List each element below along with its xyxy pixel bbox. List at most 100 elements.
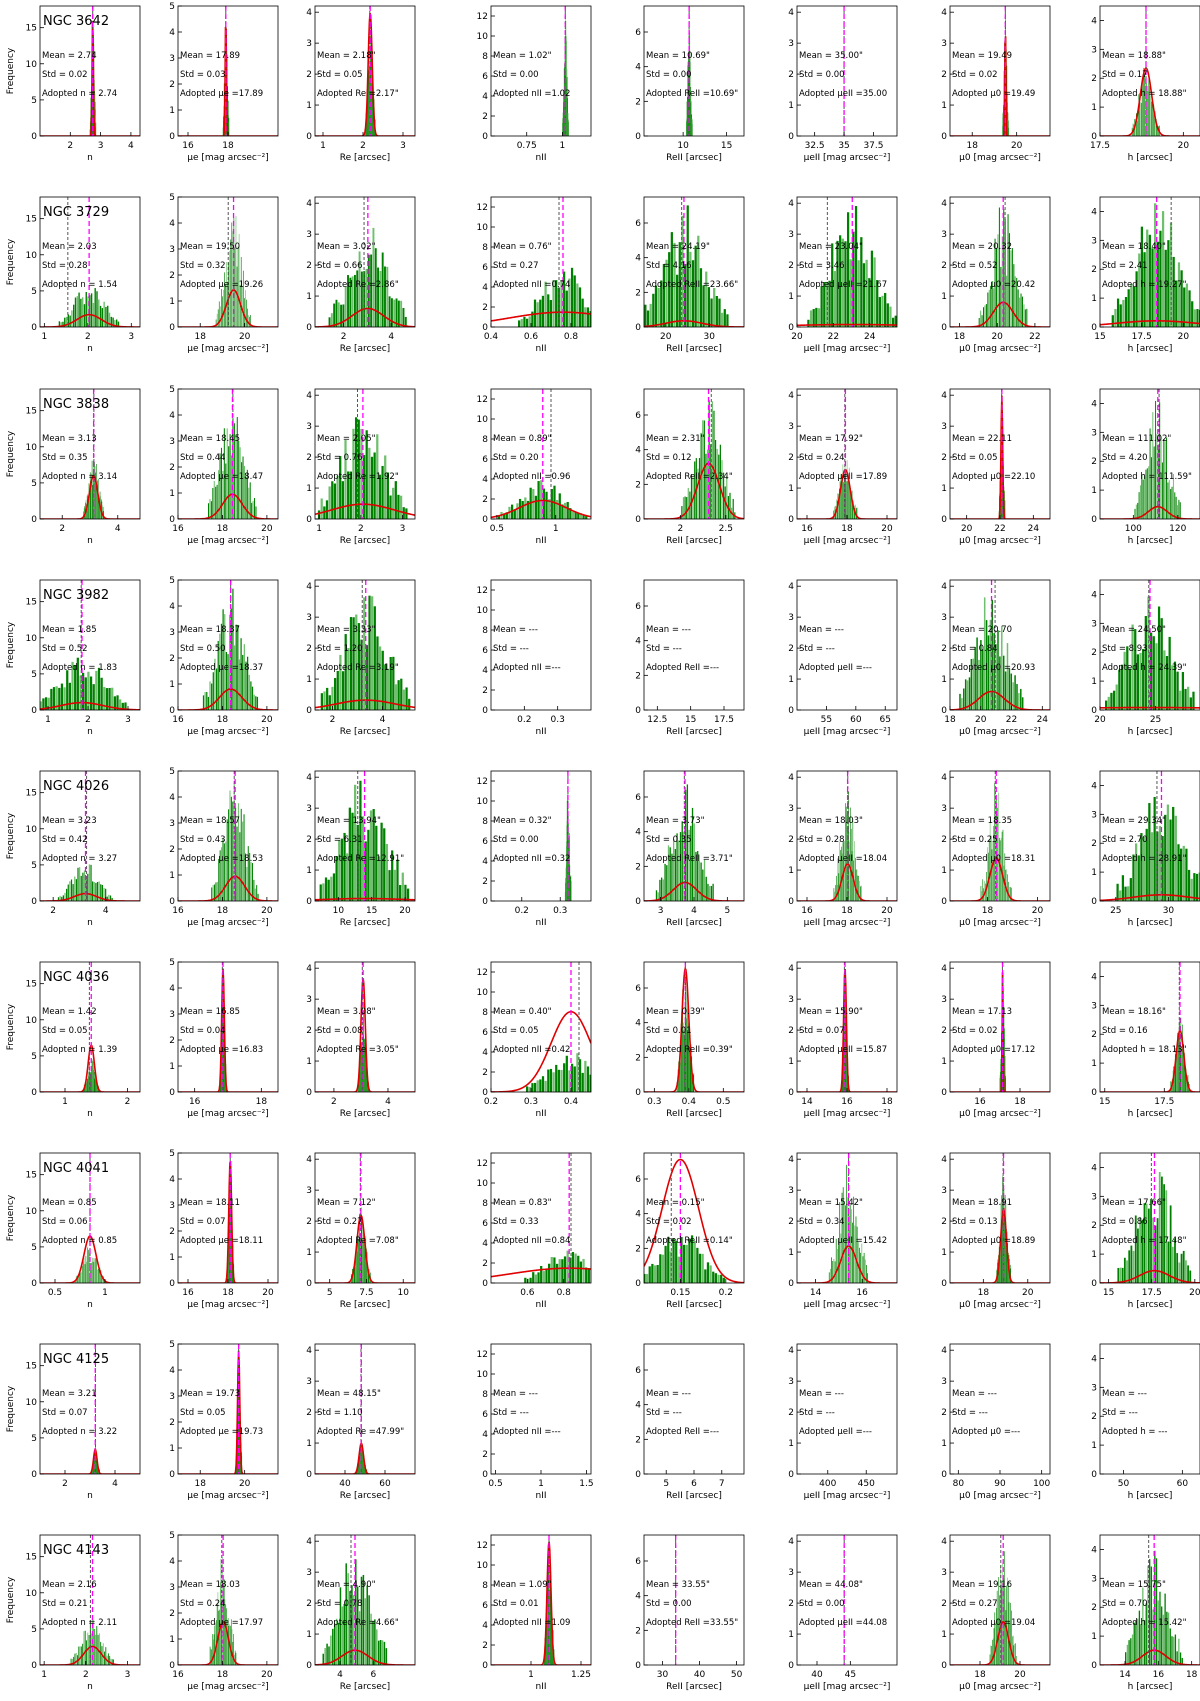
y-tick-label: 3 bbox=[941, 422, 947, 432]
x-tick-label: 24 bbox=[1028, 524, 1040, 534]
hist-bar bbox=[855, 857, 856, 901]
mean-text: Mean = 35.00" bbox=[799, 51, 863, 61]
hist-bar bbox=[83, 1257, 85, 1283]
hist-bar bbox=[87, 1247, 88, 1283]
hist-bar bbox=[227, 281, 228, 327]
y-tick-label: 2 bbox=[482, 1450, 488, 1460]
y-tick-label: 5 bbox=[169, 193, 175, 203]
hist-bar bbox=[691, 1076, 693, 1092]
adopted-text: Adopted nII =0.32 bbox=[493, 854, 570, 864]
hist-bar bbox=[1185, 1260, 1187, 1283]
y-tick-label: 4 bbox=[788, 1346, 794, 1356]
x-axis-label: h [arcsec] bbox=[1128, 536, 1173, 546]
hist-bar bbox=[851, 490, 853, 519]
y-tick-label: 2 bbox=[941, 1217, 947, 1227]
x-tick-label: 16 bbox=[801, 524, 813, 534]
hist-bar bbox=[365, 1051, 366, 1092]
y-tick-label: 2 bbox=[788, 1026, 794, 1036]
plot-area bbox=[178, 197, 278, 327]
hist-bar bbox=[1189, 697, 1192, 710]
y-tick-label: 3 bbox=[306, 1377, 312, 1387]
x-tick-label: 16 bbox=[974, 1097, 986, 1107]
mean-text: Mean = 18.91 bbox=[952, 1198, 1012, 1208]
hist-bar bbox=[1136, 113, 1137, 136]
hist-bar bbox=[232, 801, 234, 901]
plot-area bbox=[797, 771, 897, 901]
x-tick-label: 2 bbox=[331, 1097, 337, 1107]
hist-bar bbox=[227, 1620, 228, 1665]
hist-bar bbox=[97, 667, 101, 710]
hist-bar bbox=[1137, 1228, 1139, 1283]
hist-bar bbox=[222, 470, 224, 519]
axes-frame bbox=[949, 961, 1051, 1093]
gaussian-fit bbox=[950, 856, 1050, 901]
y-tick-label: 2 bbox=[941, 1408, 947, 1418]
x-tick-label: 1 bbox=[41, 332, 47, 342]
adopted-text: Adopted μe =17.89 bbox=[180, 89, 263, 99]
adopted-text: Adopted n = 1.39 bbox=[42, 1045, 117, 1055]
hist-bar bbox=[569, 1257, 572, 1283]
hist-bar bbox=[209, 499, 211, 519]
hist-bar bbox=[103, 887, 105, 901]
mean-text: Mean = 18.03 bbox=[180, 1580, 240, 1590]
hist-bar bbox=[852, 819, 854, 901]
hist-bar bbox=[248, 315, 249, 327]
mean-text: Mean = 3.21 bbox=[42, 1389, 97, 1399]
std-text: Std = 4.20 bbox=[1102, 453, 1148, 463]
hist-bar bbox=[521, 500, 524, 519]
hist-bar bbox=[683, 264, 687, 327]
hist-bar bbox=[364, 1466, 365, 1474]
hist-bar bbox=[91, 1633, 93, 1665]
x-axis-label: ReII [arcsec] bbox=[666, 1300, 722, 1310]
hist-bar bbox=[999, 656, 1001, 710]
y-tick-label: 6 bbox=[482, 837, 488, 847]
hist-bar bbox=[402, 689, 406, 710]
plot-area bbox=[40, 389, 140, 519]
galaxy-name: NGC 4125 bbox=[43, 1352, 109, 1367]
hist-bar bbox=[1171, 486, 1173, 519]
hist-bar bbox=[1160, 437, 1162, 519]
gaussian-fit bbox=[491, 311, 591, 322]
hist-bar bbox=[987, 852, 989, 901]
y-tick-label: 0 bbox=[169, 706, 175, 716]
hist-bar bbox=[238, 233, 240, 327]
hist-bar bbox=[226, 819, 228, 901]
x-tick-label: 30 bbox=[1163, 906, 1175, 916]
x-tick-label: 3 bbox=[125, 715, 131, 725]
hist-bar bbox=[592, 1078, 594, 1092]
y-tick-label: 4 bbox=[306, 199, 312, 209]
hist-bar bbox=[1130, 283, 1133, 327]
x-tick-label: 20 bbox=[1178, 141, 1190, 151]
hist-bar bbox=[966, 680, 969, 710]
y-tick-label: 0 bbox=[169, 323, 175, 333]
y-tick-label: 4 bbox=[306, 391, 312, 401]
x-axis-label: ReII [arcsec] bbox=[666, 918, 722, 928]
hist-bar bbox=[218, 301, 220, 327]
hist-bar bbox=[1185, 1068, 1187, 1092]
mean-text: Mean = 19.16 bbox=[952, 1580, 1012, 1590]
x-tick-label: 100 bbox=[1033, 1479, 1050, 1489]
hist-bar bbox=[1177, 505, 1179, 519]
hist-bar bbox=[1181, 672, 1185, 710]
hist-bar bbox=[363, 1243, 365, 1283]
x-tick-label: 45 bbox=[845, 1670, 856, 1680]
hist-bar bbox=[83, 870, 86, 901]
hist-bar bbox=[360, 639, 363, 710]
x-axis-label: h [arcsec] bbox=[1128, 918, 1173, 928]
hist-bar bbox=[111, 897, 113, 901]
hist-bar bbox=[212, 1634, 213, 1665]
y-tick-label: 4 bbox=[169, 1175, 175, 1185]
hist-bar bbox=[211, 1649, 212, 1665]
hist-bar bbox=[856, 869, 858, 901]
hist-bar bbox=[68, 682, 72, 710]
hist-bar bbox=[215, 1622, 216, 1665]
y-tick-label: 4 bbox=[788, 391, 794, 401]
x-axis-label: ReII [arcsec] bbox=[666, 1109, 722, 1119]
y-tick-label: 0 bbox=[941, 1661, 947, 1671]
y-tick-label: 2 bbox=[1091, 1030, 1097, 1040]
hist-bar bbox=[216, 1603, 218, 1665]
hist-bar bbox=[850, 807, 851, 901]
hist-bar bbox=[99, 498, 100, 519]
hist-bar bbox=[1193, 309, 1196, 327]
